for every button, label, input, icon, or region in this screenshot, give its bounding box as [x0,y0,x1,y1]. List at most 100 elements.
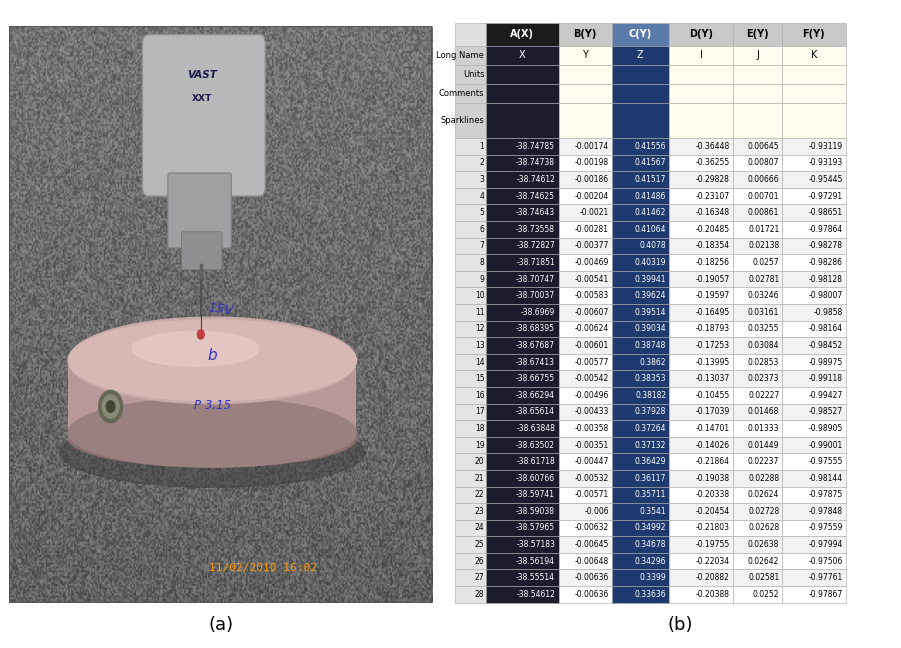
Text: 2: 2 [479,159,485,167]
Text: 16: 16 [475,391,485,400]
Text: 0.41064: 0.41064 [635,225,666,234]
Text: 7: 7 [479,242,485,250]
Text: -0.99001: -0.99001 [808,441,842,450]
Text: -0.20454: -0.20454 [696,507,730,516]
Text: 21: 21 [475,474,485,483]
FancyBboxPatch shape [68,354,356,435]
Text: -0.00601: -0.00601 [575,341,609,350]
Text: -0.98164: -0.98164 [808,325,842,333]
Text: -38.72827: -38.72827 [516,242,555,250]
Text: Units: Units [463,70,485,79]
Text: -0.36448: -0.36448 [696,142,730,151]
Text: 0.01721: 0.01721 [748,225,779,234]
Text: 0.37264: 0.37264 [635,424,666,433]
Text: -0.97761: -0.97761 [808,573,842,583]
Text: 8: 8 [479,258,485,267]
Text: -0.00351: -0.00351 [575,441,609,450]
Text: 0.3541: 0.3541 [640,507,666,516]
Text: -38.67687: -38.67687 [516,341,555,350]
Text: -0.17253: -0.17253 [696,341,730,350]
Text: -38.63502: -38.63502 [516,441,555,450]
Text: 0.02373: 0.02373 [748,374,779,383]
Text: -0.00542: -0.00542 [575,374,609,383]
Text: -0.93193: -0.93193 [808,159,842,167]
Text: -0.00607: -0.00607 [575,308,609,317]
Text: -0.98128: -0.98128 [809,275,842,284]
Text: 0.41486: 0.41486 [635,192,666,201]
Text: 18: 18 [475,424,485,433]
Text: -38.65614: -38.65614 [516,408,555,417]
Text: 0.0252: 0.0252 [752,590,779,599]
Text: 0.39941: 0.39941 [635,275,666,284]
Text: -38.54612: -38.54612 [516,590,555,599]
Text: -0.13037: -0.13037 [696,374,730,383]
Text: 0.37132: 0.37132 [635,441,666,450]
Text: 19: 19 [475,441,485,450]
Text: -0.00198: -0.00198 [575,159,609,167]
Text: -0.20388: -0.20388 [696,590,730,599]
Text: -0.99427: -0.99427 [808,391,842,400]
Text: 0.37928: 0.37928 [635,408,666,417]
Text: -0.0021: -0.0021 [580,208,609,217]
Text: -0.98286: -0.98286 [808,258,842,267]
Text: -0.97555: -0.97555 [808,457,842,466]
Text: 0.02138: 0.02138 [748,242,779,250]
Text: -38.67413: -38.67413 [516,358,555,367]
Text: -38.60766: -38.60766 [516,474,555,483]
Text: -0.97506: -0.97506 [808,557,842,566]
Text: 12: 12 [475,325,485,333]
Text: 0.34992: 0.34992 [635,524,666,533]
Circle shape [197,330,205,339]
Text: -0.97559: -0.97559 [808,524,842,533]
Text: 0.02853: 0.02853 [748,358,779,367]
Text: Y: Y [582,51,588,60]
Circle shape [106,400,115,412]
Text: A(X): A(X) [510,29,534,40]
Text: -0.22034: -0.22034 [696,557,730,566]
Text: 0.3399: 0.3399 [640,573,666,583]
Text: -0.00358: -0.00358 [575,424,609,433]
Text: -0.98905: -0.98905 [808,424,842,433]
Text: E(Y): E(Y) [746,29,769,40]
Text: 0.03246: 0.03246 [748,291,779,300]
Text: J: J [756,51,759,60]
Text: -0.00433: -0.00433 [575,408,609,417]
Text: 15: 15 [475,374,485,383]
Text: 22: 22 [475,491,485,500]
Text: X: X [519,51,525,60]
Circle shape [102,395,119,418]
Text: -0.98975: -0.98975 [808,358,842,367]
Text: 0.4078: 0.4078 [640,242,666,250]
Text: 20: 20 [475,457,485,466]
Text: -38.57965: -38.57965 [516,524,555,533]
Text: (a): (a) [208,616,233,634]
Text: 0.38182: 0.38182 [635,391,666,400]
Text: 0.01449: 0.01449 [748,441,779,450]
Text: 0.02781: 0.02781 [748,275,779,284]
Text: -0.00541: -0.00541 [575,275,609,284]
Text: 0.03255: 0.03255 [748,325,779,333]
Text: -0.97848: -0.97848 [808,507,842,516]
Text: -0.97291: -0.97291 [808,192,842,201]
Text: 0.34678: 0.34678 [635,540,666,549]
Text: 11/02/2010 16:02: 11/02/2010 16:02 [209,563,317,573]
Text: 0.34296: 0.34296 [635,557,666,566]
Text: -0.98144: -0.98144 [808,474,842,483]
Text: 4: 4 [479,192,485,201]
Text: 5: 5 [479,208,485,217]
Text: -0.93119: -0.93119 [808,142,842,151]
Ellipse shape [68,317,356,404]
Text: 0.39624: 0.39624 [635,291,666,300]
Text: -0.36255: -0.36255 [696,159,730,167]
Text: 11: 11 [475,308,485,317]
Text: 0.41517: 0.41517 [635,175,666,184]
Text: -38.59741: -38.59741 [516,491,555,500]
Text: 0.39034: 0.39034 [634,325,666,333]
Text: XXT: XXT [192,94,212,103]
Text: -0.006: -0.006 [585,507,609,516]
Text: -0.13995: -0.13995 [696,358,730,367]
Text: 0.41556: 0.41556 [635,142,666,151]
Text: -0.18256: -0.18256 [696,258,730,267]
Text: 0.00807: 0.00807 [748,159,779,167]
Text: -38.74785: -38.74785 [516,142,555,151]
